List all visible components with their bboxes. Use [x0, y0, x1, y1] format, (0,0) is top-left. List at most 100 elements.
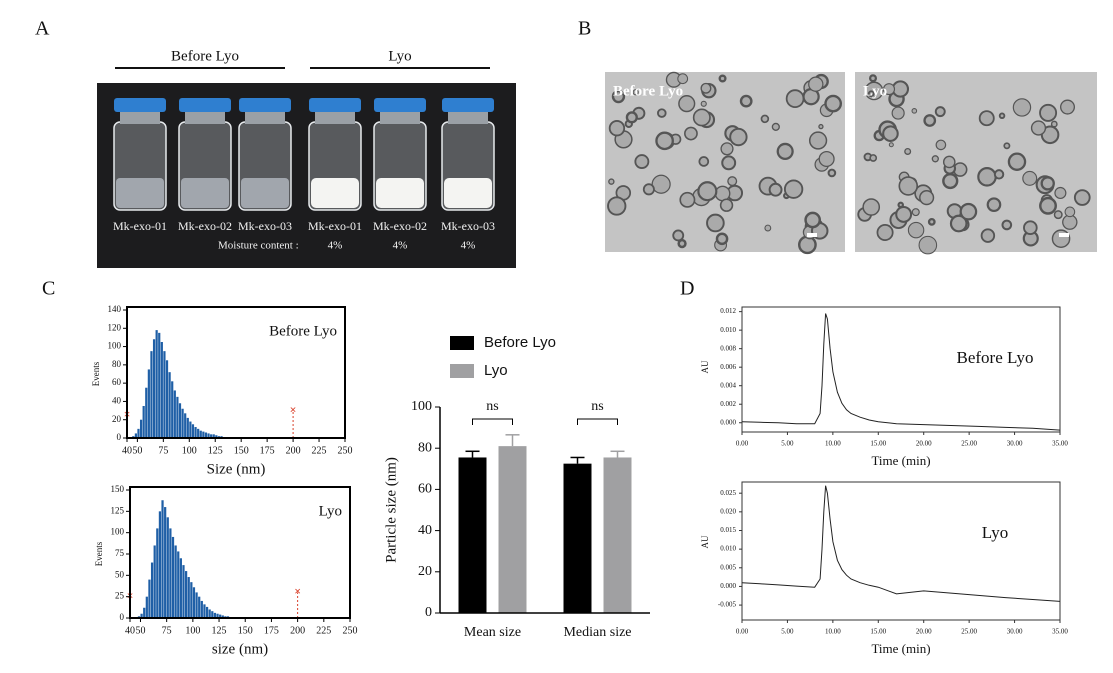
vesicle [942, 172, 959, 190]
vesicle [804, 211, 822, 229]
histogram-bar [210, 434, 213, 438]
annotation: Lyo [319, 503, 342, 519]
y-tick-label: 20 [112, 414, 122, 424]
x-tick-label: 150 [234, 445, 249, 456]
vial-label: Mk-exo-01 [308, 219, 362, 233]
significance-bracket [577, 418, 618, 425]
vial-cap [374, 98, 426, 112]
histogram-bar [205, 606, 209, 618]
vesicle [1023, 220, 1038, 235]
vesicle [959, 202, 978, 221]
y-tick-label: 0.005 [720, 563, 736, 571]
vesicle [1054, 186, 1067, 200]
histogram-bar [177, 551, 180, 618]
histogram-bar [200, 600, 203, 618]
vesicle [949, 214, 968, 233]
histogram-bar [202, 431, 205, 438]
vesicle [700, 82, 712, 94]
vesicle [719, 198, 734, 212]
vesicle [771, 122, 780, 131]
x-tick-label: 225 [316, 625, 331, 636]
group-header: Before Lyo [171, 48, 239, 64]
x-tick-label: 40 [125, 625, 135, 636]
y-tick-label: 0 [425, 605, 432, 620]
vesicle [1050, 120, 1058, 128]
y-axis-label: AU [700, 360, 710, 373]
vesicle [1003, 142, 1011, 150]
y-axis-label: Events [91, 361, 101, 386]
vesicle [634, 154, 650, 170]
vesicle [862, 198, 881, 216]
histogram-bar [163, 351, 166, 438]
powder [311, 178, 359, 208]
histogram-bar [221, 615, 224, 618]
legend-swatch [450, 364, 474, 378]
vesicle [918, 235, 938, 255]
histogram-bar [203, 604, 206, 618]
vesicle [1053, 210, 1063, 220]
histogram-bar [184, 413, 187, 438]
vesicle [608, 178, 615, 185]
y-tick-label: 0.000 [720, 418, 736, 426]
vesicle [998, 112, 1006, 120]
annotation: Lyo [982, 523, 1008, 542]
x-tick-label: Mean size [464, 625, 521, 640]
y-tick-label: 60 [418, 482, 432, 497]
y-tick-label: 40 [112, 395, 122, 405]
x-axis-label: size (nm) [212, 641, 268, 657]
vesicle [720, 142, 734, 156]
vesicle [931, 155, 939, 163]
vesicle [868, 74, 878, 83]
vesicle [692, 108, 711, 127]
y-tick-label: 100 [111, 527, 125, 537]
x-tick-label: 125 [212, 625, 227, 636]
histogram-bar [160, 342, 163, 438]
vesicle [764, 224, 772, 232]
vesicle [1059, 99, 1076, 115]
panel-label: B [578, 18, 591, 40]
legend-swatch [450, 336, 474, 350]
vial-neck [120, 110, 160, 124]
vesicle [904, 147, 912, 155]
histogram-bar [169, 528, 172, 618]
bar [603, 457, 632, 613]
histogram-bar [158, 511, 162, 618]
vesicle [1040, 176, 1055, 191]
vesicle [718, 74, 727, 83]
vesicle [655, 131, 674, 151]
vesicle [827, 168, 837, 178]
y-tick-label: 120 [108, 322, 122, 332]
vial-label: Mk-exo-03 [441, 219, 495, 233]
x-tick-label: 25.00 [961, 628, 977, 636]
vesicle [876, 223, 894, 241]
y-tick-label: -0.005 [718, 601, 737, 609]
vesicle [698, 156, 710, 167]
y-tick-label: 60 [112, 377, 122, 387]
vesicle [632, 89, 639, 96]
histogram-bar [164, 507, 167, 618]
histogram-bar [198, 596, 201, 618]
histogram-bar [195, 592, 198, 618]
histogram-bar [213, 612, 217, 618]
histogram-bar [185, 571, 188, 618]
x-tick-label: 75 [158, 445, 168, 456]
histogram-bar [165, 360, 169, 438]
vesicle [776, 142, 794, 160]
histogram-bar [148, 579, 151, 618]
y-tick-label: 0.015 [720, 526, 736, 534]
x-tick-label: 20.00 [916, 628, 932, 636]
vial-label: Mk-exo-03 [238, 219, 292, 233]
y-axis-label: Events [94, 541, 104, 566]
x-tick-label: 5.00 [781, 440, 794, 448]
moisture-value: 4% [393, 240, 408, 252]
vesicle [808, 76, 824, 92]
significance-label: ns [591, 399, 603, 414]
y-tick-label: 0.020 [720, 507, 736, 515]
histogram-bar [189, 421, 192, 438]
histogram-bar [187, 577, 190, 618]
histogram-bar [140, 613, 143, 618]
histogram-bar [199, 430, 202, 438]
error-bar [570, 456, 585, 464]
x-tick-label: 100 [185, 625, 200, 636]
plot-frame [126, 306, 346, 439]
